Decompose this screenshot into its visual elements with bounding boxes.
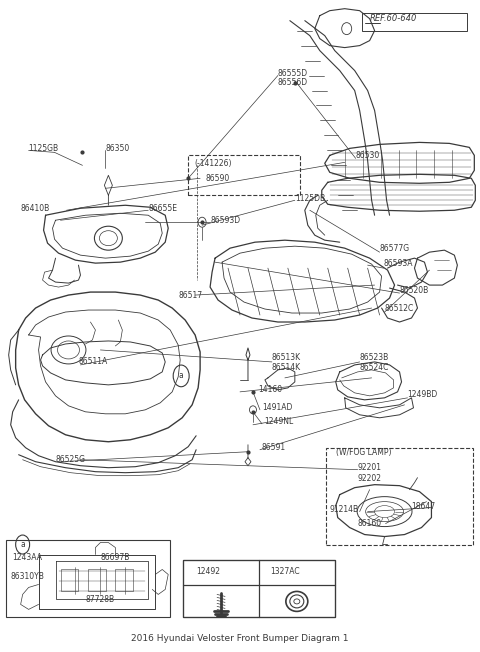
Text: 92202: 92202 (358, 474, 382, 483)
Bar (6, 540, 170, 617)
Text: REF.60-640: REF.60-640 (370, 14, 417, 23)
Text: 1125GB: 1125GB (29, 144, 59, 153)
Text: 86160: 86160 (358, 519, 382, 528)
Text: 86512C: 86512C (384, 304, 414, 312)
Text: 86513K: 86513K (272, 353, 301, 363)
Text: 86593A: 86593A (384, 259, 413, 267)
Text: 86410B: 86410B (21, 204, 50, 213)
Text: 86593D: 86593D (210, 216, 240, 225)
Text: 91214B: 91214B (330, 505, 359, 514)
Bar (88, 569, 107, 591)
Text: 1125DB: 1125DB (295, 194, 325, 203)
Text: 86350: 86350 (106, 144, 130, 153)
Text: 92201: 92201 (358, 463, 382, 472)
Text: 1491AD: 1491AD (262, 404, 292, 412)
Text: 86556D: 86556D (278, 78, 308, 87)
Text: 86530: 86530 (356, 151, 380, 160)
Text: 86697B: 86697B (100, 553, 130, 562)
Text: 86517: 86517 (178, 291, 202, 299)
Text: 86591: 86591 (262, 443, 286, 452)
Text: 86655E: 86655E (148, 204, 177, 213)
Text: 86514K: 86514K (272, 363, 301, 372)
Text: 87728B: 87728B (85, 595, 115, 604)
Text: a: a (20, 540, 25, 549)
Text: 1327AC: 1327AC (270, 567, 300, 576)
Text: 1243AA: 1243AA (12, 553, 43, 562)
Bar (115, 569, 133, 591)
Bar (183, 559, 335, 617)
Text: 1249BD: 1249BD (408, 391, 438, 400)
Bar (361, 12, 468, 31)
Text: 86524C: 86524C (360, 363, 389, 372)
Bar (188, 155, 300, 196)
Bar (326, 448, 473, 544)
Bar (183, 559, 335, 617)
Text: 86525G: 86525G (56, 455, 85, 464)
Bar (60, 569, 78, 591)
Text: 2016 Hyundai Veloster Front Bumper Diagram 1: 2016 Hyundai Veloster Front Bumper Diagr… (131, 634, 349, 644)
Text: (-141226): (-141226) (194, 159, 232, 168)
Text: 86511A: 86511A (78, 357, 108, 366)
Text: 86310YB: 86310YB (11, 572, 45, 581)
Text: 86590: 86590 (205, 174, 229, 183)
Text: 14160: 14160 (258, 385, 282, 394)
Text: 86520B: 86520B (399, 286, 429, 295)
Text: 1249NL: 1249NL (264, 417, 293, 426)
Text: 18647: 18647 (411, 502, 436, 511)
Text: 12492: 12492 (196, 567, 220, 576)
Text: (W/FOG LAMP): (W/FOG LAMP) (336, 448, 391, 457)
Text: a: a (179, 372, 183, 380)
Text: 86555D: 86555D (278, 69, 308, 78)
Text: 86577G: 86577G (380, 244, 410, 253)
Text: 86523B: 86523B (360, 353, 389, 363)
